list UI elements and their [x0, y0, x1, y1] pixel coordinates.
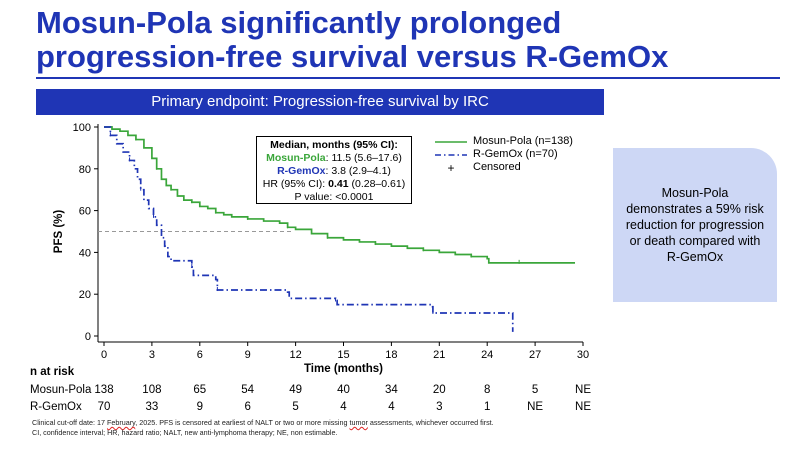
x-tick-label: 15: [337, 349, 349, 361]
median-hr-label: HR (95% CI):: [262, 178, 329, 190]
footnote-line1-a: Clinical cut-off date: 17: [32, 418, 107, 427]
x-tick-label: 9: [245, 349, 251, 361]
x-tick-label: 30: [577, 349, 589, 361]
footnote-line2: CI, confidence interval; HR, hazard rati…: [32, 428, 338, 437]
y-tick-label: 100: [73, 122, 91, 134]
legend-swatch-rgemox: [435, 150, 467, 160]
endpoint-banner: Primary endpoint: Progression-free survi…: [36, 89, 604, 115]
x-tick-label: 12: [289, 349, 301, 361]
x-tick-label: 0: [101, 349, 107, 361]
footnote-line1: Clinical cut-off date: 17 February, 2025…: [32, 418, 592, 428]
y-tick-label: 20: [79, 289, 91, 301]
y-tick-label: 0: [85, 331, 91, 343]
legend-item-censored: + Censored: [435, 161, 573, 174]
y-tick-label: 80: [79, 164, 91, 176]
footnote-line1-c: , 2025. PFS is censored at earliest of N…: [135, 418, 350, 427]
legend-item-rgemox: R-GemOx (n=70): [435, 148, 573, 161]
x-tick-label: 3: [149, 349, 155, 361]
slide-title: Mosun-Pola significantly prolonged progr…: [36, 6, 776, 74]
legend-symbol-censored: +: [447, 160, 455, 175]
legend-swatch-mosun: [435, 137, 467, 147]
x-axis-label: Time (months): [304, 363, 383, 375]
legend: Mosun-Pola (n=138) R-GemOx (n=70) + Cens…: [435, 135, 573, 174]
legend-label-censored: Censored: [473, 161, 521, 173]
x-tick-label: 21: [433, 349, 445, 361]
median-mosun-label: Mosun-Pola: [266, 152, 326, 164]
legend-label-mosun: Mosun-Pola (n=138): [473, 135, 573, 147]
median-mosun-row: Mosun-Pola: 11.5 (5.6–17.6): [257, 152, 411, 165]
x-tick-label: 18: [385, 349, 397, 361]
y-tick-label: 40: [79, 247, 91, 259]
median-rgemox-value: : 3.8 (2.9–4.1): [325, 165, 391, 177]
footnote-line1-b: February: [106, 418, 136, 427]
x-tick-label: 6: [197, 349, 203, 361]
legend-label-rgemox: R-GemOx (n=70): [473, 148, 558, 160]
median-heading: Median, months (95% CI):: [270, 139, 398, 151]
median-p-value: P value: <0.0001: [294, 191, 374, 203]
y-axis-label: PFS (%): [53, 210, 65, 254]
risk-reduction-callout: Mosun-Pola demonstrates a 59% risk reduc…: [613, 148, 777, 302]
footnote-line1-e: assessments, whichever occurred first.: [367, 418, 494, 427]
median-hr-row: HR (95% CI): 0.41 (0.28–0.61): [257, 178, 411, 191]
footnote-line1-d: tumor: [349, 418, 368, 427]
median-hr-value: 0.41: [328, 178, 349, 190]
series-line-r-gemox: [104, 126, 514, 332]
x-tick-label: 24: [481, 349, 493, 361]
legend-item-mosun: Mosun-Pola (n=138): [435, 135, 573, 148]
footnote: Clinical cut-off date: 17 February, 2025…: [32, 418, 592, 438]
median-rgemox-label: R-GemOx: [277, 165, 326, 177]
median-box: Median, months (95% CI): Mosun-Pola: 11.…: [256, 136, 412, 204]
slide-title-line2: progression-free survival versus R-GemOx: [36, 39, 669, 74]
x-tick-label: 27: [529, 349, 541, 361]
title-rule: [36, 77, 780, 79]
median-mosun-value: : 11.5 (5.6–17.6): [325, 152, 402, 164]
slide-title-line1: Mosun-Pola significantly prolonged: [36, 5, 562, 40]
median-rgemox-row: R-GemOx: 3.8 (2.9–4.1): [257, 165, 411, 178]
y-tick-label: 60: [79, 206, 91, 218]
median-hr-ci: (0.28–0.61): [348, 178, 406, 190]
